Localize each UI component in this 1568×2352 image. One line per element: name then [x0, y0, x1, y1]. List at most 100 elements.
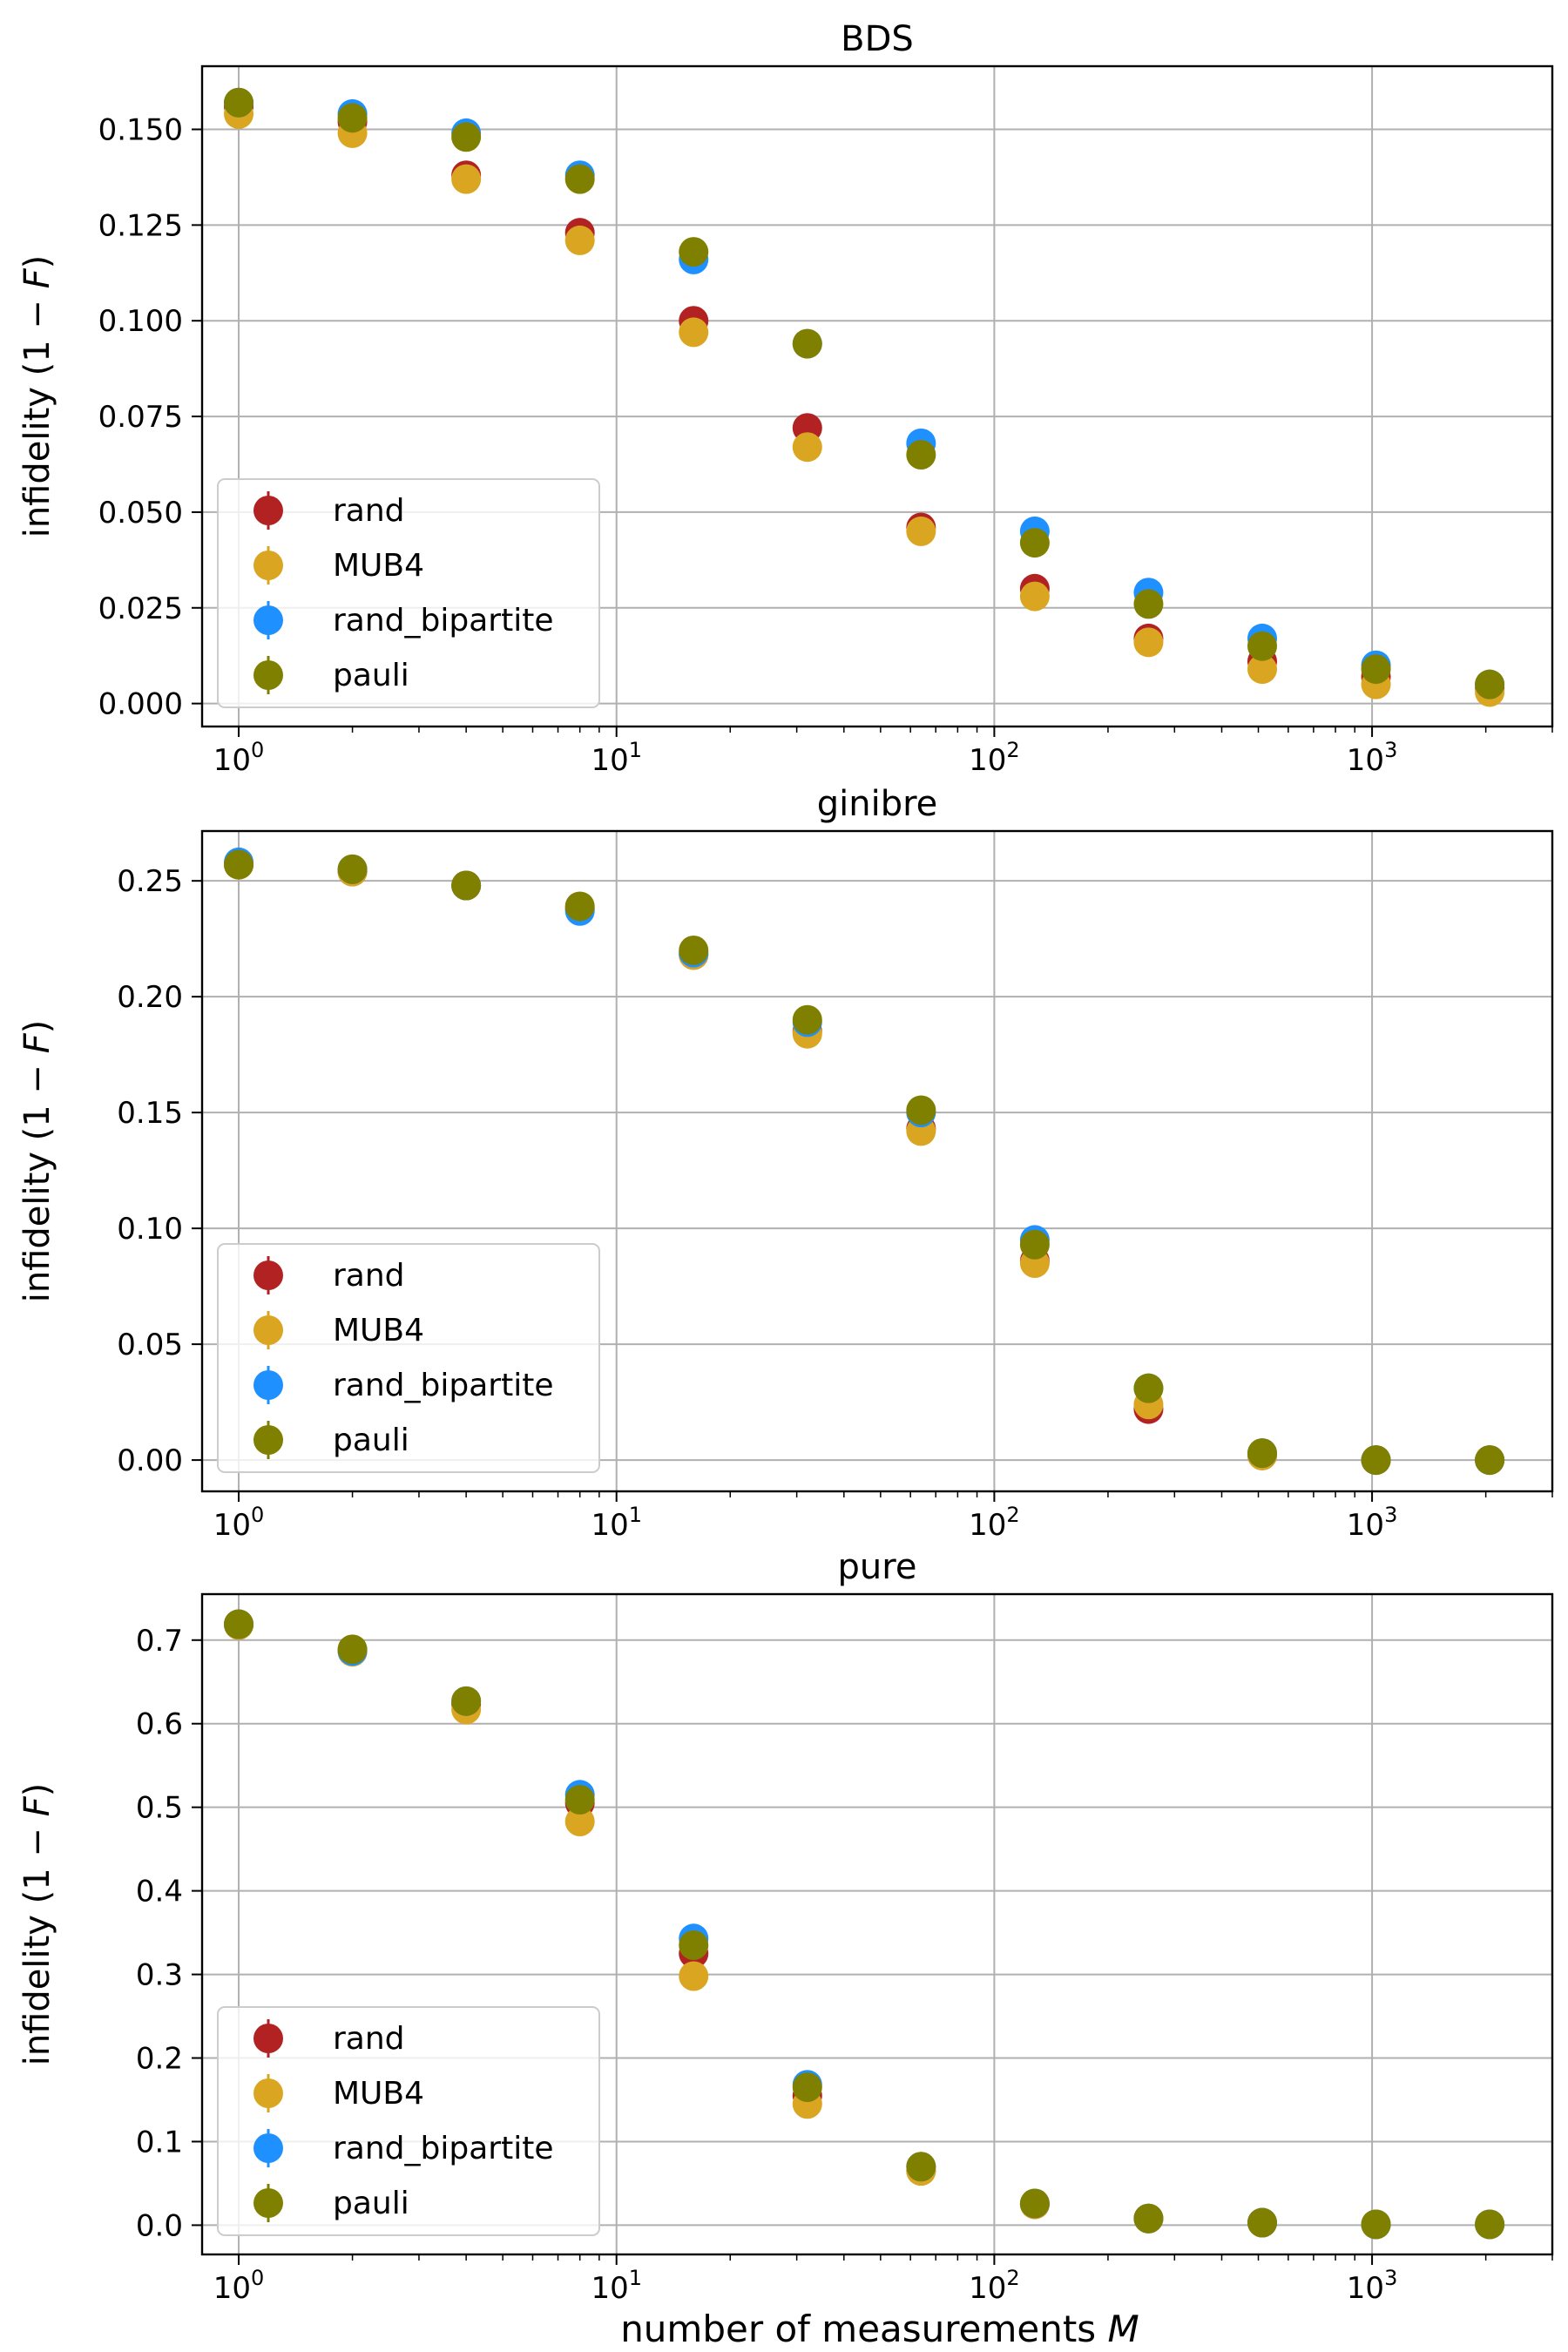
- data-point: [564, 164, 595, 194]
- y-axis-label: infidelity (1 − F): [17, 1783, 57, 2066]
- legend-label: rand: [333, 2021, 405, 2057]
- legend-marker: [253, 605, 283, 635]
- legend-marker: [253, 2188, 283, 2218]
- data-point: [679, 1961, 709, 1991]
- x-tick-label: 101: [591, 738, 642, 778]
- data-point: [1361, 2209, 1391, 2240]
- y-tick-label: 0.0: [136, 2208, 183, 2243]
- legend-label: rand: [333, 493, 405, 529]
- panel-pure: pure 100 101 102 103 0.0 0.1 0.2 0.3 0.4 0.5 0.6 0.7…: [17, 1547, 1554, 2306]
- x-tick-label: 102: [969, 738, 1020, 778]
- data-point: [451, 870, 482, 901]
- data-point: [337, 1634, 368, 1665]
- plot-frame: [200, 64, 1554, 728]
- legend-label: rand_bipartite: [333, 1368, 553, 1403]
- data-point: [451, 1686, 482, 1716]
- y-tick-label: 0.3: [136, 1958, 183, 1993]
- chart-title: BDS: [841, 19, 914, 59]
- legend-marker: [253, 2024, 283, 2053]
- y-tick-label: 0.150: [98, 113, 183, 148]
- data-point: [1019, 581, 1050, 612]
- data-point: [1475, 2209, 1505, 2240]
- legend-marker: [253, 660, 283, 690]
- data-point: [1247, 1438, 1277, 1469]
- panel-ginibre: ginibre 100 101 102 103 0.00 0.05 0.10 0.15 0.20 0…: [17, 784, 1554, 1543]
- x-tick-label: 101: [591, 1503, 642, 1543]
- data-point: [906, 2152, 936, 2182]
- y-axis-label: infidelity (1 − F): [17, 255, 57, 538]
- data-point: [564, 225, 595, 255]
- legend-label: rand_bipartite: [333, 603, 553, 639]
- y-tick-label: 0.100: [98, 304, 183, 339]
- chart-title: pure: [838, 1547, 917, 1587]
- data-point: [1133, 2203, 1164, 2234]
- series-pauli: [224, 849, 1505, 1476]
- y-tick-label: 0.25: [117, 864, 183, 899]
- data-point: [1475, 1445, 1505, 1476]
- data-point: [1475, 669, 1505, 700]
- data-point: [224, 849, 254, 880]
- y-tick-label: 0.20: [117, 980, 183, 1015]
- data-point: [1361, 654, 1391, 685]
- y-tick-label: 0.15: [117, 1096, 183, 1131]
- series-pauli: [224, 87, 1505, 700]
- legend-marker: [253, 1425, 283, 1455]
- y-tick-label: 0.6: [136, 1707, 183, 1742]
- data-point: [679, 317, 709, 348]
- data-point: [906, 1095, 936, 1125]
- legend-label: MUB4: [333, 548, 424, 584]
- data-point: [224, 87, 254, 118]
- legend-label: MUB4: [333, 1313, 424, 1348]
- x-tick-label: 100: [213, 2266, 265, 2306]
- legend-box: [217, 2006, 600, 2236]
- legend-label: rand: [333, 1258, 405, 1294]
- plot-frame: [200, 829, 1554, 1493]
- x-axis-label: number of measurements M: [620, 2308, 1139, 2350]
- legend-marker: [253, 1315, 283, 1345]
- data-point: [564, 1806, 595, 1836]
- data-point: [1019, 528, 1050, 558]
- y-tick-label: 0.050: [98, 496, 183, 531]
- legend-marker: [253, 1370, 283, 1400]
- legend-label: MUB4: [333, 2076, 424, 2112]
- x-tick-label: 102: [969, 1503, 1020, 1543]
- legend-box: [217, 478, 600, 708]
- y-tick-label: 0.125: [98, 208, 183, 243]
- x-tick-label: 103: [1347, 738, 1398, 778]
- y-tick-label: 0.2: [136, 2042, 183, 2077]
- data-point: [1019, 2188, 1050, 2219]
- y-tick-label: 0.5: [136, 1791, 183, 1826]
- legend-label: pauli: [333, 2186, 409, 2221]
- legend-marker: [253, 551, 283, 580]
- y-axis-label: infidelity (1 − F): [17, 1020, 57, 1303]
- data-point: [679, 1930, 709, 1960]
- x-tick-label: 100: [213, 738, 265, 778]
- legend-marker: [253, 496, 283, 525]
- panel-BDS: BDS 100 101 102 103 0.000 0.025 0.050 0.075 0.100…: [17, 19, 1554, 778]
- data-point: [1133, 627, 1164, 658]
- data-point: [906, 516, 936, 546]
- legend-label: rand_bipartite: [333, 2131, 553, 2166]
- data-point: [1133, 589, 1164, 619]
- data-point: [906, 440, 936, 470]
- data-point: [1247, 2207, 1277, 2238]
- y-tick-label: 0.000: [98, 687, 183, 722]
- chart-title: ginibre: [817, 784, 938, 824]
- x-tick-label: 103: [1347, 1503, 1398, 1543]
- data-point: [451, 164, 482, 194]
- data-point: [679, 935, 709, 965]
- y-tick-label: 0.10: [117, 1212, 183, 1247]
- y-tick-label: 0.7: [136, 1624, 183, 1659]
- y-tick-label: 0.1: [136, 2125, 183, 2159]
- y-tick-label: 0.05: [117, 1328, 183, 1362]
- data-point: [451, 122, 482, 152]
- legend-label: pauli: [333, 1423, 409, 1458]
- data-point: [1361, 1445, 1391, 1476]
- data-point: [1133, 1373, 1164, 1403]
- data-point: [679, 237, 709, 267]
- data-point: [224, 1609, 254, 1639]
- x-tick-label: 102: [969, 2266, 1020, 2306]
